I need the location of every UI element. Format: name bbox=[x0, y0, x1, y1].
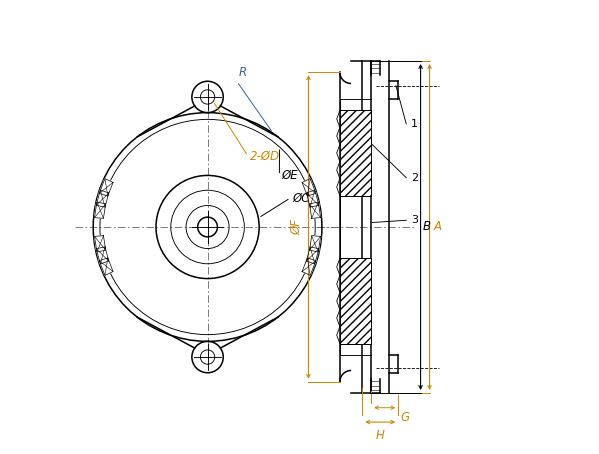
Polygon shape bbox=[302, 178, 316, 196]
Polygon shape bbox=[95, 236, 105, 252]
Text: ØE: ØE bbox=[282, 169, 298, 182]
Text: 3: 3 bbox=[411, 215, 418, 225]
Polygon shape bbox=[96, 247, 109, 264]
Text: 1: 1 bbox=[411, 119, 418, 129]
Text: G: G bbox=[400, 411, 410, 424]
Polygon shape bbox=[310, 236, 320, 252]
Text: B: B bbox=[422, 221, 430, 233]
Text: A: A bbox=[433, 221, 441, 233]
Polygon shape bbox=[95, 202, 105, 218]
Polygon shape bbox=[310, 202, 320, 218]
Text: H: H bbox=[376, 429, 385, 442]
Polygon shape bbox=[99, 178, 113, 196]
Polygon shape bbox=[306, 190, 319, 207]
Text: 2-ØD: 2-ØD bbox=[250, 150, 280, 163]
Text: 2: 2 bbox=[411, 173, 418, 183]
Text: ØC: ØC bbox=[293, 191, 310, 204]
Polygon shape bbox=[99, 258, 113, 276]
Polygon shape bbox=[96, 190, 109, 207]
Text: ØF: ØF bbox=[290, 219, 303, 235]
Text: R: R bbox=[239, 66, 247, 79]
Polygon shape bbox=[306, 247, 319, 264]
Bar bbox=[340, 258, 371, 344]
Bar bbox=[340, 110, 371, 196]
Polygon shape bbox=[302, 258, 316, 276]
